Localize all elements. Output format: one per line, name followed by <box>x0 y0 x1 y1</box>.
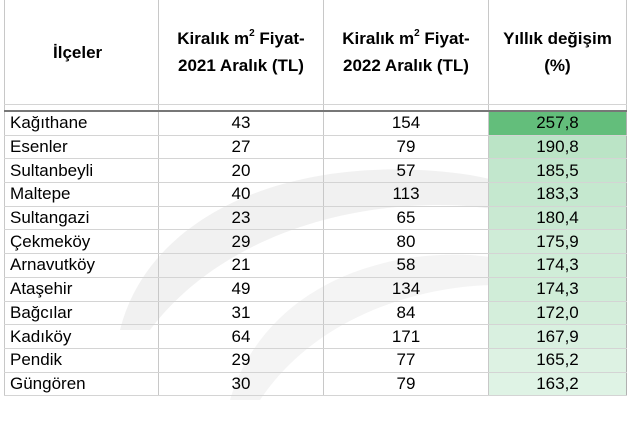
district-cell: Maltepe <box>4 182 159 207</box>
table-row: Arnavutköy 21 58 174,3 <box>4 253 627 278</box>
district-cell: Kağıthane <box>4 111 159 136</box>
rent-2022-cell: 65 <box>323 206 489 231</box>
header-change-line2: (%) <box>544 56 571 75</box>
change-cell: 175,9 <box>488 229 627 255</box>
table-row: Pendik 29 77 165,2 <box>4 348 627 373</box>
table-row: Güngören 30 79 163,2 <box>4 372 627 397</box>
district-cell: Esenler <box>4 135 159 160</box>
change-cell: 172,0 <box>488 301 627 326</box>
change-cell: 163,2 <box>488 372 627 397</box>
rent-table: İlçeler Kiralık m2 Fiyat- 2021 Aralık (T… <box>4 0 627 397</box>
header-change: Yıllık değişim (%) <box>488 0 627 105</box>
header-row: İlçeler Kiralık m2 Fiyat- 2021 Aralık (T… <box>4 0 627 105</box>
table-row: Kadıköy 64 171 167,9 <box>4 324 627 349</box>
header-rent-2022: Kiralık m2 Fiyat- 2022 Aralık (TL) <box>323 0 489 105</box>
change-cell: 165,2 <box>488 348 627 373</box>
table-row: Sultangazi 23 65 180,4 <box>4 206 627 231</box>
header-rent-2021-line2: 2021 Aralık (TL) <box>178 56 304 75</box>
rent-2022-cell: 134 <box>323 277 489 302</box>
header-rent-2021-line1: Kiralık m2 Fiyat- <box>177 28 305 49</box>
district-cell: Bağcılar <box>4 301 159 326</box>
rent-2021-cell: 20 <box>158 158 324 184</box>
header-rent-2022-line2: 2022 Aralık (TL) <box>343 56 469 75</box>
header-change-line1: Yıllık değişim <box>503 29 612 48</box>
rent-2021-cell: 30 <box>158 372 324 397</box>
rent-2022-cell: 79 <box>323 135 489 160</box>
header-district: İlçeler <box>4 0 159 105</box>
rent-2021-cell: 31 <box>158 301 324 326</box>
change-cell: 174,3 <box>488 253 627 278</box>
district-cell: Ataşehir <box>4 277 159 302</box>
header-district-label: İlçeler <box>53 42 103 62</box>
district-cell: Çekmeköy <box>4 229 159 255</box>
table-row: Kağıthane 43 154 257,8 <box>4 111 627 136</box>
rent-2022-cell: 113 <box>323 182 489 207</box>
rent-2021-cell: 40 <box>158 182 324 207</box>
table-row: Ataşehir 49 134 174,3 <box>4 277 627 302</box>
district-cell: Arnavutköy <box>4 253 159 278</box>
rent-2021-cell: 27 <box>158 135 324 160</box>
rent-2021-cell: 29 <box>158 348 324 373</box>
change-cell: 180,4 <box>488 206 627 231</box>
table-row: Sultanbeyli 20 57 185,5 <box>4 158 627 184</box>
rent-2022-cell: 84 <box>323 301 489 326</box>
district-cell: Güngören <box>4 372 159 397</box>
rent-2021-cell: 23 <box>158 206 324 231</box>
rent-2022-cell: 79 <box>323 372 489 397</box>
rent-2022-cell: 58 <box>323 253 489 278</box>
change-cell: 174,3 <box>488 277 627 302</box>
table-row: Bağcılar 31 84 172,0 <box>4 301 627 326</box>
header-rent-2021: Kiralık m2 Fiyat- 2021 Aralık (TL) <box>158 0 324 105</box>
change-cell: 183,3 <box>488 182 627 207</box>
district-cell: Sultanbeyli <box>4 158 159 184</box>
change-cell: 185,5 <box>488 158 627 184</box>
table-row: Esenler 27 79 190,8 <box>4 135 627 160</box>
header-divider <box>4 104 627 112</box>
rent-2022-cell: 80 <box>323 229 489 255</box>
change-cell: 167,9 <box>488 324 627 349</box>
rent-2021-cell: 64 <box>158 324 324 349</box>
table-row: Çekmeköy 29 80 175,9 <box>4 229 627 255</box>
rent-2021-cell: 29 <box>158 229 324 255</box>
rent-2021-cell: 43 <box>158 111 324 136</box>
district-cell: Sultangazi <box>4 206 159 231</box>
rent-2021-cell: 21 <box>158 253 324 278</box>
rent-2022-cell: 171 <box>323 324 489 349</box>
rent-2021-cell: 49 <box>158 277 324 302</box>
header-rent-2022-line1: Kiralık m2 Fiyat- <box>342 28 470 49</box>
table-row: Maltepe 40 113 183,3 <box>4 182 627 207</box>
rent-2022-cell: 77 <box>323 348 489 373</box>
change-cell: 190,8 <box>488 135 627 160</box>
rent-2022-cell: 154 <box>323 111 489 136</box>
change-cell: 257,8 <box>488 111 627 136</box>
district-cell: Kadıköy <box>4 324 159 349</box>
rent-2022-cell: 57 <box>323 158 489 184</box>
district-cell: Pendik <box>4 348 159 373</box>
